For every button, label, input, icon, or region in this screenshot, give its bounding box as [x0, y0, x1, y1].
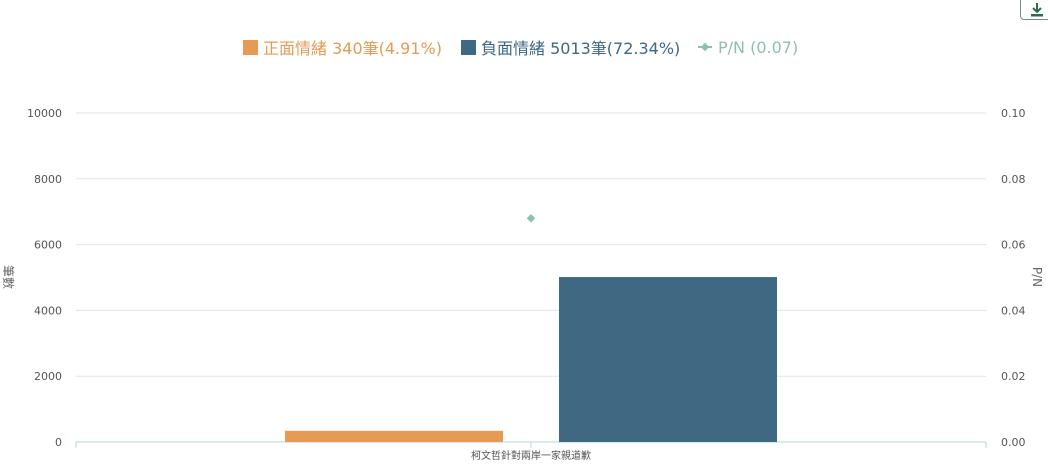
y2-tick-label: 0.00: [1001, 436, 1026, 449]
legend-item-positive[interactable]: 正面情緒 340筆(4.91%): [243, 34, 442, 60]
y-tick-label: 6000: [34, 239, 62, 252]
download-button[interactable]: [1020, 0, 1048, 20]
download-icon: [1031, 3, 1043, 17]
legend-label-positive: 正面情緒 340筆(4.91%): [263, 39, 442, 58]
y-axis-title: 筆數: [1, 265, 15, 289]
legend-label-negative: 負面情緒 5013筆(72.34%): [481, 39, 681, 58]
legend-label-pn: P/N (0.07): [718, 37, 799, 57]
y2-axis-title: P/N: [1030, 267, 1044, 287]
y2-tick-label: 0.06: [1001, 239, 1026, 252]
y-tick-label: 4000: [34, 304, 62, 317]
x-category-label: 柯文哲針對兩岸一家親道歉: [471, 449, 591, 462]
y2-tick-label: 0.08: [1001, 173, 1026, 186]
y2-tick-label: 0.10: [1001, 107, 1026, 120]
chart-legend: 正面情緒 340筆(4.91%) 負面情緒 5013筆(72.34%) P/N …: [0, 34, 1048, 60]
bar-negative[interactable]: [559, 277, 777, 442]
y2-tick-label: 0.04: [1001, 304, 1026, 317]
y2-tick-label: 0.02: [1001, 370, 1026, 383]
bar-positive[interactable]: [285, 430, 503, 442]
y-tick-label: 10000: [27, 107, 62, 120]
legend-item-pn[interactable]: P/N (0.07): [698, 34, 798, 60]
legend-item-negative[interactable]: 負面情緒 5013筆(72.34%): [461, 34, 680, 60]
legend-swatch-positive: [243, 39, 258, 55]
point-pn[interactable]: [526, 214, 536, 223]
y-tick-label: 8000: [34, 173, 62, 186]
legend-swatch-negative: [461, 39, 476, 55]
y-tick-label: 0: [55, 436, 62, 449]
legend-marker-pn: [698, 46, 712, 48]
y-tick-label: 2000: [34, 370, 62, 383]
